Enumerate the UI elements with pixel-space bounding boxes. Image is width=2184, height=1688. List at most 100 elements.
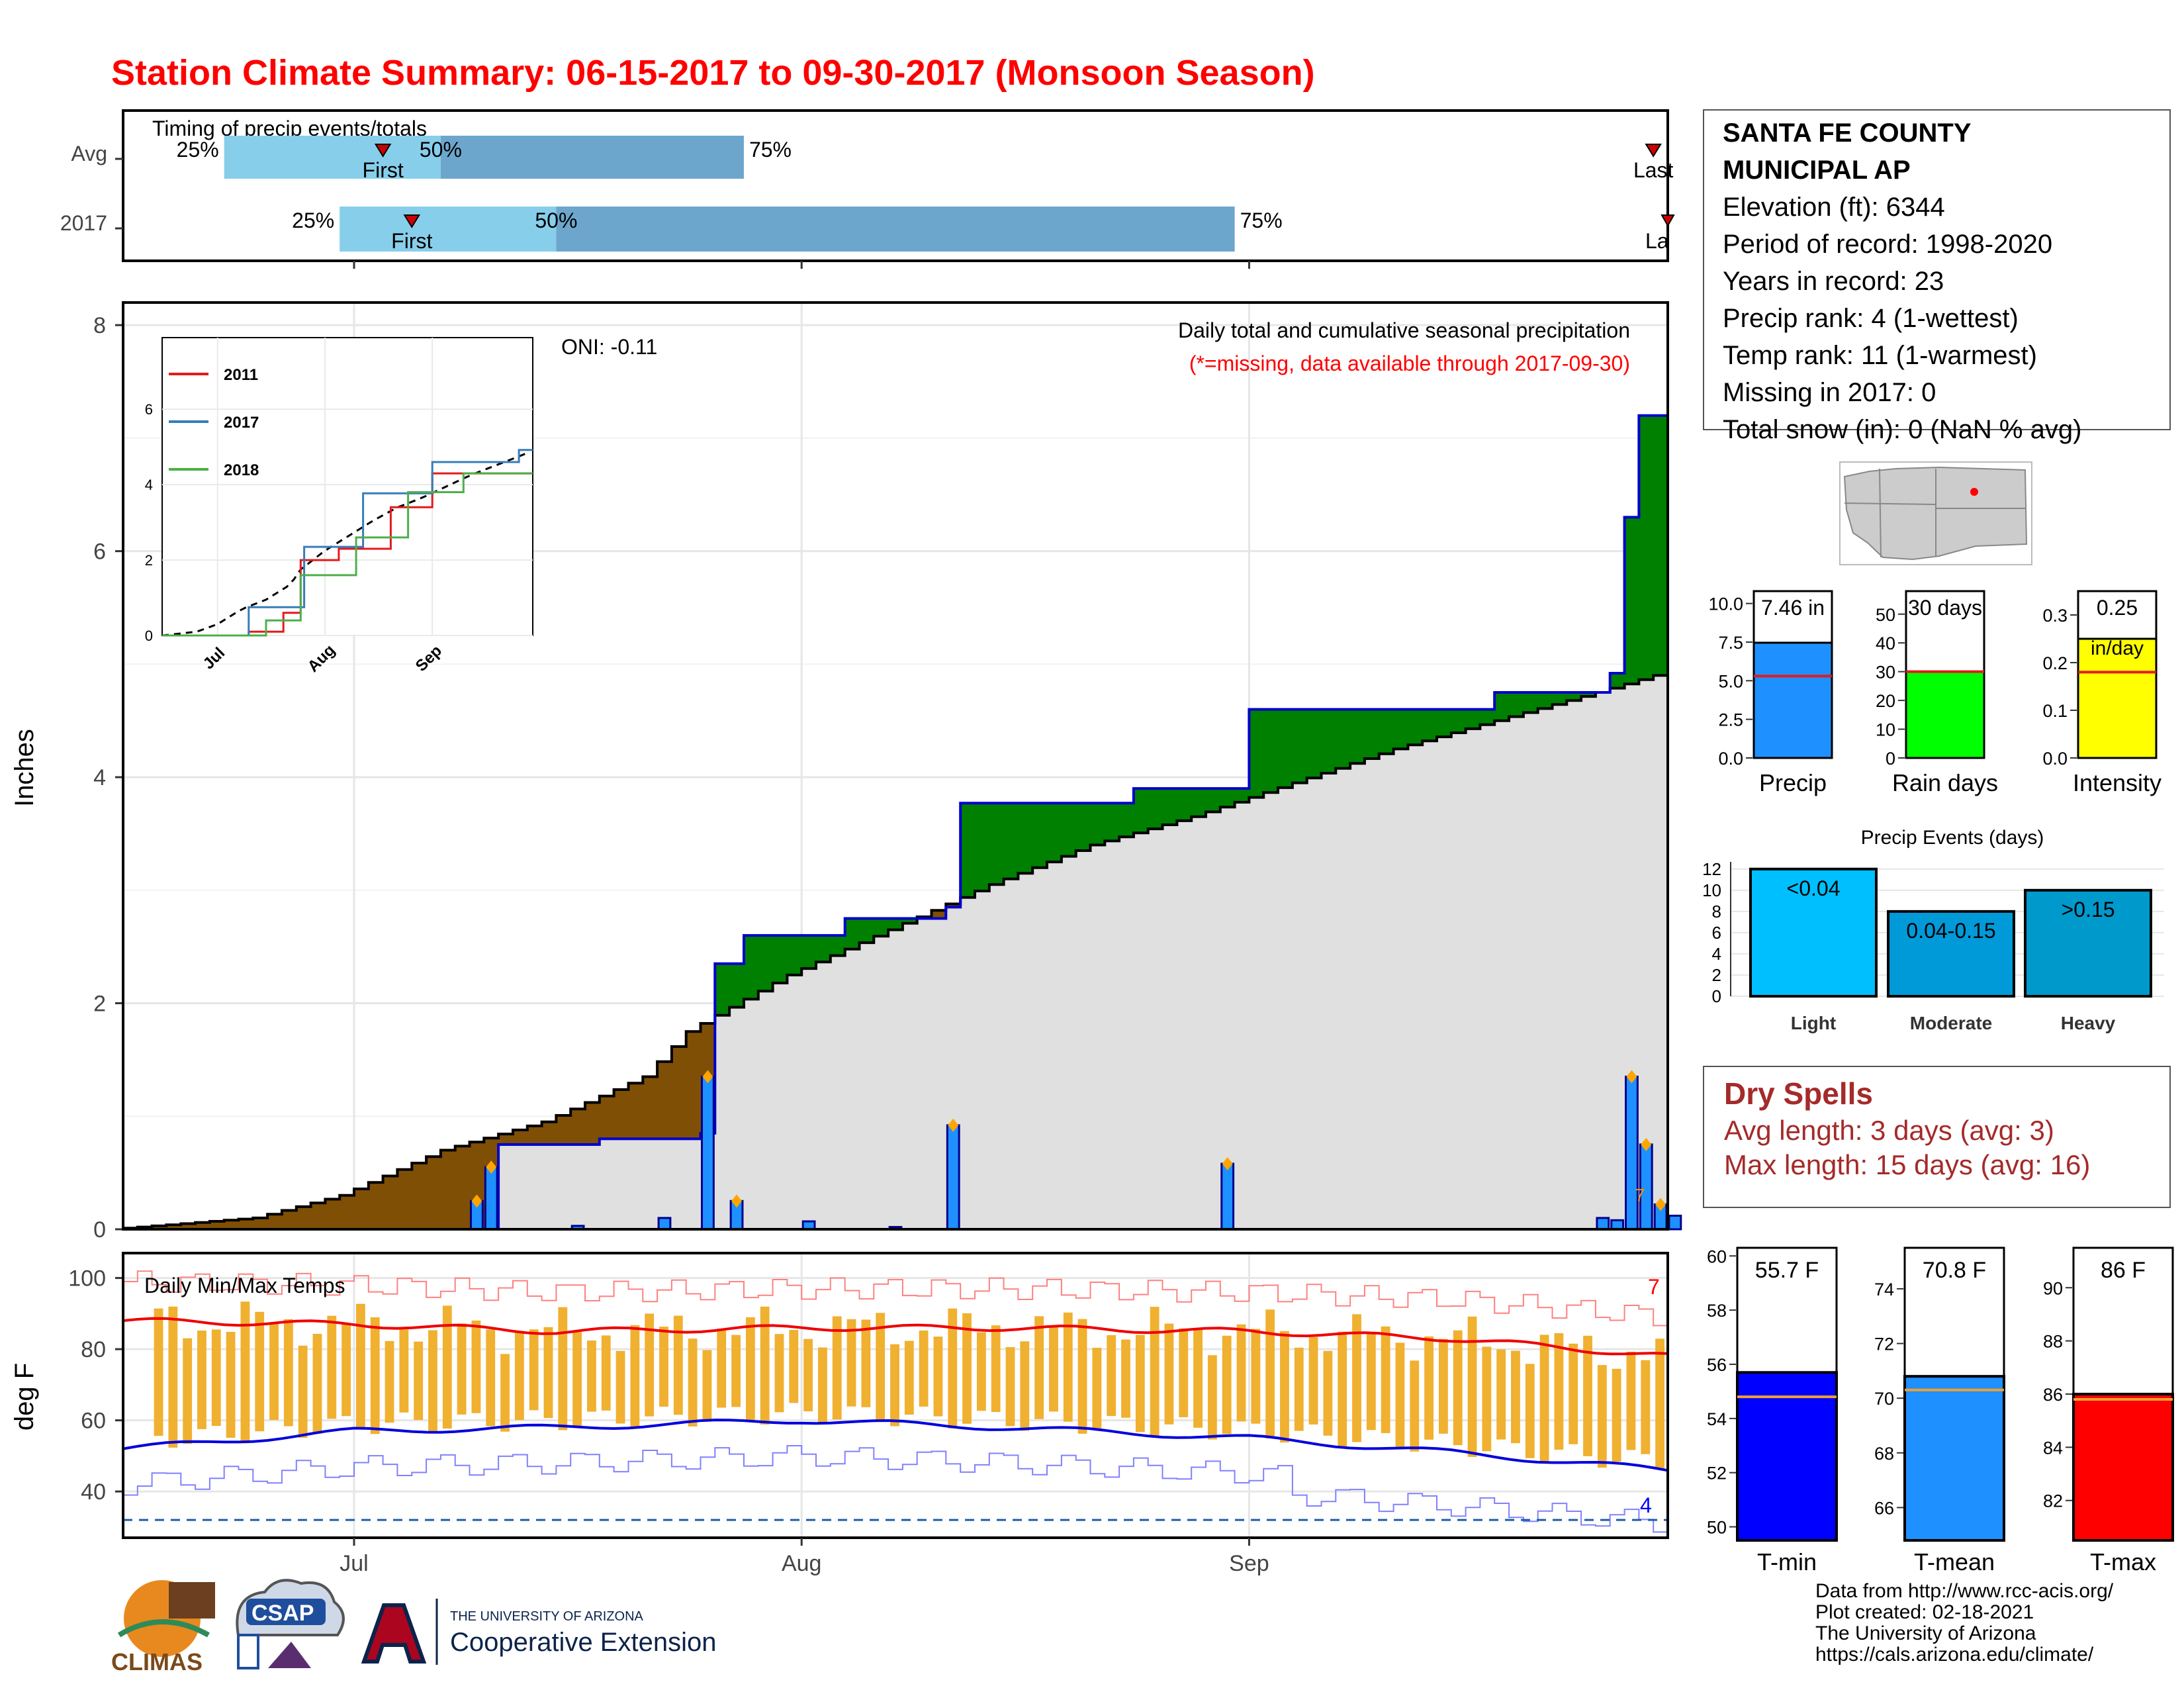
daily-temp-bar	[1641, 1360, 1651, 1454]
precip-deficit-area	[599, 1096, 615, 1139]
events-category-label: Light	[1791, 1013, 1836, 1033]
temp-summary-value-label: 70.8 F	[1923, 1258, 1986, 1283]
events-y-tick-label: 12	[1702, 859, 1721, 879]
precip-surplus-area	[1003, 803, 1019, 879]
timing-panel: Timing of precip events/totals Avg 2017 …	[60, 109, 1675, 269]
x-tick-label: Jul	[340, 1551, 368, 1576]
precip-deficit-area	[354, 1189, 369, 1229]
ua-logo: THE UNIVERSITY OF ARIZONA Cooperative Ex…	[361, 1599, 716, 1665]
credits-url: https://cals.arizona.edu/climate/	[1815, 1644, 2094, 1665]
temp-y-tick-label: 100	[68, 1266, 106, 1291]
precip-deficit-area	[209, 1221, 225, 1229]
temp-summary-y-tick-label: 58	[1707, 1301, 1727, 1321]
daily-temp-bar	[1236, 1324, 1246, 1422]
daily-temp-bar	[587, 1340, 596, 1412]
precip-deficit-area	[686, 1031, 702, 1139]
precip-surplus-area	[1090, 803, 1105, 845]
daily-temp-bar	[269, 1323, 279, 1421]
station-years: Years in record: 23	[1723, 267, 1944, 296]
temp-summary-value-label: 55.7 F	[1755, 1258, 1819, 1283]
precip-deficit-area	[368, 1182, 384, 1229]
csap-logo: CSAP	[236, 1579, 345, 1669]
daily-temp-bar	[1222, 1335, 1232, 1434]
inset-y-tick-label: 6	[145, 401, 153, 418]
precip-deficit-area	[657, 1061, 672, 1139]
summary-y-tick-label: 40	[1876, 633, 1895, 653]
temp-summary-y-tick-label: 70	[1874, 1389, 1894, 1409]
daily-temp-bar	[1539, 1335, 1549, 1462]
climas-logo: CLIMAS	[111, 1580, 215, 1675]
summary-y-tick-label: 7.5	[1718, 633, 1743, 653]
station-elevation: Elevation (ft): 6344	[1723, 193, 1945, 222]
precip-deficit-area	[397, 1169, 412, 1229]
timing-row-2017-label: 2017	[60, 211, 107, 235]
precip-surplus-area	[1234, 788, 1250, 802]
daily-temp-bar	[1352, 1314, 1361, 1442]
dry-spells-box: Dry Spells Avg length: 3 days (avg: 3) M…	[1703, 1066, 2171, 1208]
daily-temp-bar	[890, 1344, 899, 1427]
daily-temp-bar	[1077, 1319, 1087, 1434]
daily-temp-bar	[1496, 1349, 1506, 1440]
daily-temp-bar	[168, 1306, 178, 1448]
inset-legend-label: 2017	[224, 414, 259, 432]
daily-temp-bar	[399, 1329, 409, 1413]
daily-temp-bar	[154, 1308, 163, 1436]
precip-surplus-area	[1105, 803, 1120, 841]
precip-surplus-area	[1610, 673, 1625, 688]
last-event-marker	[1661, 214, 1675, 228]
precip-surplus-area	[1306, 709, 1322, 778]
daily-temp-bar	[789, 1330, 799, 1403]
precip-panel: 0 2 4 6 8 Inches ONI: -0.11 Daily total and …	[10, 301, 1682, 1243]
precip-deficit-area	[238, 1219, 253, 1229]
daily-temp-bar	[1251, 1329, 1261, 1424]
daily-temp-bar	[818, 1347, 827, 1424]
precip-surplus-area	[729, 963, 745, 1008]
summary-bar-label: Intensity	[2073, 769, 2161, 796]
precip-surplus-area	[1032, 803, 1048, 868]
events-bar-moderate	[1887, 910, 2015, 998]
daily-temp-bar	[1395, 1342, 1405, 1448]
daily-temp-bar	[948, 1308, 958, 1429]
timing-pct-label: 50%	[535, 209, 577, 232]
daily-temp-bar	[1034, 1316, 1044, 1419]
daily-temp-bar	[1280, 1331, 1289, 1443]
logo-area: CLIMAS CSAP THE UNIVERSITY OF ARIZONA Co…	[111, 1579, 716, 1675]
precip-surplus-area	[874, 918, 889, 937]
daily-temp-bar	[1207, 1355, 1217, 1440]
daily-temp-bar	[428, 1330, 437, 1432]
daily-temp-bar	[717, 1329, 727, 1408]
precip-surplus-area	[859, 918, 874, 943]
precip-y-tick-label: 6	[93, 539, 106, 565]
precip-surplus-area	[902, 918, 918, 923]
daily-temp-bar	[760, 1306, 770, 1425]
temp-summary-y-tick-label: 72	[1874, 1335, 1894, 1354]
daily-temp-bar	[1063, 1312, 1073, 1422]
daily-temp-bar	[572, 1332, 582, 1426]
oni-label: ONI: -0.11	[561, 335, 657, 359]
precip-surplus-area	[1494, 692, 1510, 721]
daily-precip-bar	[657, 1217, 672, 1231]
csap-badge	[246, 1599, 326, 1625]
daily-temp-bar	[1308, 1336, 1318, 1425]
temp-summary-bar-t-mean	[1903, 1375, 2005, 1542]
temp-summary-y-tick-label: 50	[1707, 1518, 1727, 1538]
events-bar-value-label: <0.04	[1787, 876, 1841, 900]
precip-deficit-area	[946, 904, 961, 908]
missing-note: (*=missing, data available through 2017-…	[1189, 352, 1630, 375]
x-tick-label: Aug	[782, 1551, 822, 1576]
precip-deficit-area	[296, 1206, 312, 1229]
precip-surplus-area	[1336, 709, 1351, 769]
daily-temp-bar	[702, 1350, 712, 1422]
precip-surplus-area	[1018, 803, 1033, 874]
precip-deficit-area	[585, 1102, 600, 1145]
precip-deficit-area	[412, 1163, 427, 1229]
daily-temp-bar	[832, 1316, 842, 1420]
precip-surplus-area	[1624, 517, 1639, 684]
daily-temp-bar	[745, 1317, 755, 1421]
timing-bar-50-75	[440, 136, 744, 179]
precip-surplus-area	[801, 935, 817, 969]
precip-surplus-area	[844, 918, 860, 949]
precip-surplus-area	[1047, 803, 1062, 863]
summary-y-tick-label: 0.2	[2042, 653, 2068, 673]
